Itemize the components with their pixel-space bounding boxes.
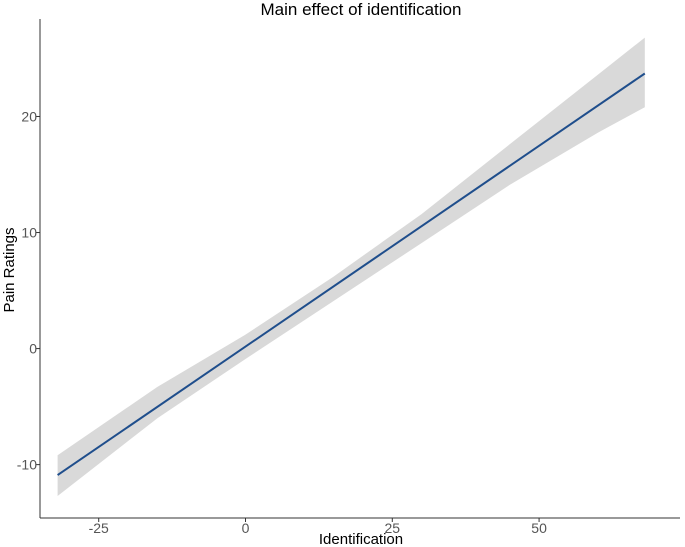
plot-area: -25 0 25 50 -10 0 10 20	[17, 19, 680, 536]
regression-line	[57, 72, 646, 476]
x-tick-label: 25	[385, 520, 401, 536]
y-tick-label: 0	[29, 341, 37, 357]
y-tick-label: -10	[17, 457, 37, 473]
y-tick-label: 20	[21, 108, 37, 124]
x-tick-label: 50	[531, 520, 547, 536]
x-tick-label: -25	[89, 520, 109, 536]
confidence-band	[57, 37, 645, 496]
y-axis-title: Pain Ratings	[1, 227, 18, 312]
y-tick-label: 10	[21, 225, 37, 241]
x-tick-label: 0	[242, 520, 250, 536]
x-axis-title: Identification	[319, 531, 403, 547]
chart-title: Main effect of identification	[261, 0, 462, 19]
